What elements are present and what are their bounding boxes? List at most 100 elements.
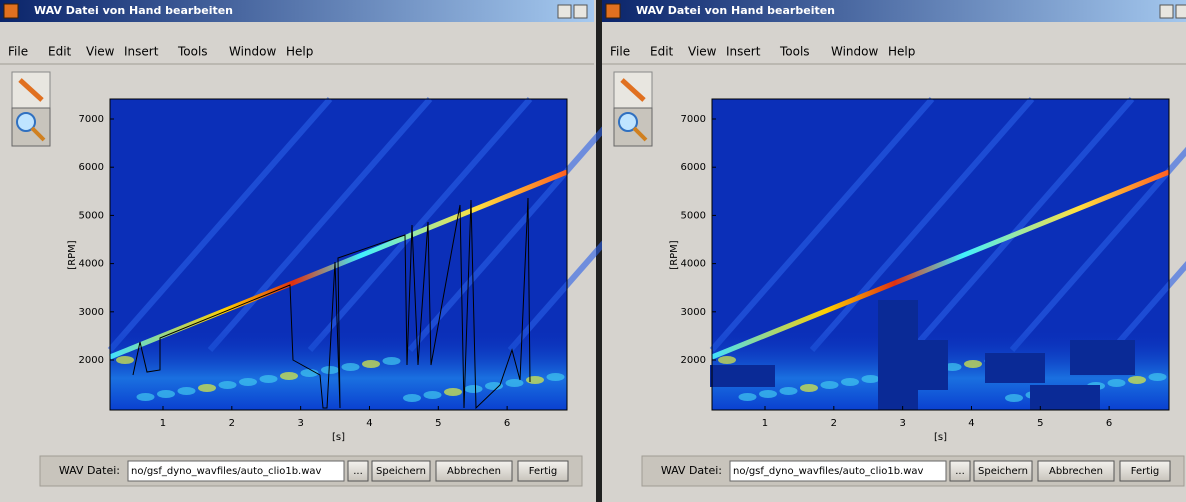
y-tick-label: 2000 [681, 355, 706, 366]
y-tick-label: 6000 [79, 162, 104, 173]
harmonic-streak [307, 97, 533, 352]
footer-button-label: Speichern [978, 466, 1028, 477]
zoom-handle [30, 126, 46, 142]
noise-blob [198, 384, 216, 392]
cleared-region [878, 300, 918, 410]
minimize-button[interactable] [557, 4, 572, 19]
footer-button[interactable] [973, 460, 1033, 482]
plot-frame [711, 98, 1170, 411]
x-tick-label: 2 [229, 418, 235, 429]
noise-blob [177, 387, 196, 395]
title-bar [602, 0, 1186, 22]
menu-item[interactable]: Window [229, 45, 277, 59]
y-tick-label: 7000 [79, 114, 104, 125]
y-axis-label: [RPM] [67, 240, 78, 270]
x-axis-label: [s] [332, 432, 345, 443]
footer-button-label: ... [353, 466, 363, 477]
harmonic-streak [909, 97, 1135, 352]
window-title: WAV Datei von Hand bearbeiten [34, 4, 233, 17]
zoom-handle [632, 126, 648, 142]
noise-blob [423, 391, 442, 399]
noise-blob [546, 373, 565, 381]
footer-button[interactable] [371, 460, 431, 482]
x-tick-label: 2 [831, 418, 837, 429]
close-button[interactable] [573, 4, 588, 19]
footer-button[interactable] [1119, 460, 1171, 482]
window: WAV Datei von Hand bearbeiten File Edit Vie… [0, 0, 733, 487]
footer-button[interactable] [1037, 460, 1115, 482]
menu-item[interactable]: View [688, 45, 717, 59]
edit-outline [132, 197, 531, 410]
noise-blob [861, 375, 880, 383]
menu-item[interactable]: Insert [726, 45, 761, 59]
harmonic-streak [809, 97, 1035, 352]
cleared-region [1030, 385, 1100, 410]
y-tick-label: 7000 [681, 114, 706, 125]
x-tick-label: 4 [366, 418, 372, 429]
noise-blob [300, 369, 319, 377]
footer-button[interactable] [435, 460, 513, 482]
x-tick-label: 1 [160, 418, 166, 429]
noise-blob [259, 375, 278, 383]
noise-blob [964, 360, 982, 368]
harmonic-streak [1009, 146, 1186, 352]
noise-blob [341, 363, 360, 371]
path-value: no/gsf_dyno_wavfiles/auto_clio1b.wav [131, 466, 322, 477]
menu-item[interactable]: Edit [650, 45, 674, 59]
x-tick-label: 1 [762, 418, 768, 429]
noise-blob [820, 381, 839, 389]
x-tick-label: 5 [1037, 418, 1043, 429]
menu-item[interactable]: File [8, 45, 28, 59]
noise-blob [718, 356, 736, 364]
x-tick-label: 6 [1106, 418, 1112, 429]
harmonic-streak [407, 97, 633, 352]
menu-item[interactable]: Help [888, 45, 915, 59]
y-tick-label: 5000 [79, 210, 104, 221]
plot-frame [109, 98, 568, 411]
noise-blob [218, 381, 237, 389]
cleared-region [710, 365, 775, 387]
zoom-glyph [16, 112, 36, 132]
x-tick-label: 3 [899, 418, 905, 429]
menu-item[interactable]: Edit [48, 45, 72, 59]
menu-item[interactable]: Insert [124, 45, 159, 59]
zoom-glyph [618, 112, 638, 132]
y-tick-label: 3000 [681, 307, 706, 318]
footer-button-label: Speichern [376, 466, 426, 477]
path-input[interactable] [127, 460, 345, 482]
noise-blob [362, 360, 380, 368]
menu-item[interactable]: Window [831, 45, 879, 59]
noise-blob [444, 388, 462, 396]
noise-blob [280, 372, 298, 380]
noise-blob [157, 390, 175, 398]
minimize-button[interactable] [1159, 4, 1174, 19]
noise-blob [779, 387, 798, 395]
x-tick-label: 3 [297, 418, 303, 429]
footer-button[interactable] [949, 460, 971, 482]
harmonic-streak [107, 97, 333, 352]
noise-blob [382, 357, 401, 365]
noise-blob [505, 379, 524, 387]
window: WAV Datei von Hand bearbeiten File Edit Vie… [602, 0, 1186, 502]
footer-button-label: Fertig [529, 466, 558, 477]
noise-blob [526, 376, 544, 384]
pen-glyph [620, 78, 646, 102]
footer-label: WAV Datei: [59, 464, 120, 477]
menu-item[interactable]: Help [286, 45, 313, 59]
noise-blob [464, 385, 483, 393]
noise-blob [116, 356, 134, 364]
menu-item[interactable]: Tools [779, 45, 810, 59]
close-button[interactable] [1175, 4, 1186, 19]
footer-button[interactable] [347, 460, 369, 482]
title-bar [0, 0, 594, 22]
y-tick-label: 6000 [681, 162, 706, 173]
noise-blob [800, 384, 818, 392]
menu-item[interactable]: File [610, 45, 630, 59]
footer-button-label: Abbrechen [447, 466, 501, 477]
order-ridge [711, 169, 1170, 360]
menu-item[interactable]: Tools [177, 45, 208, 59]
footer-button[interactable] [517, 460, 569, 482]
path-input[interactable] [729, 460, 947, 482]
menu-item[interactable]: View [86, 45, 115, 59]
